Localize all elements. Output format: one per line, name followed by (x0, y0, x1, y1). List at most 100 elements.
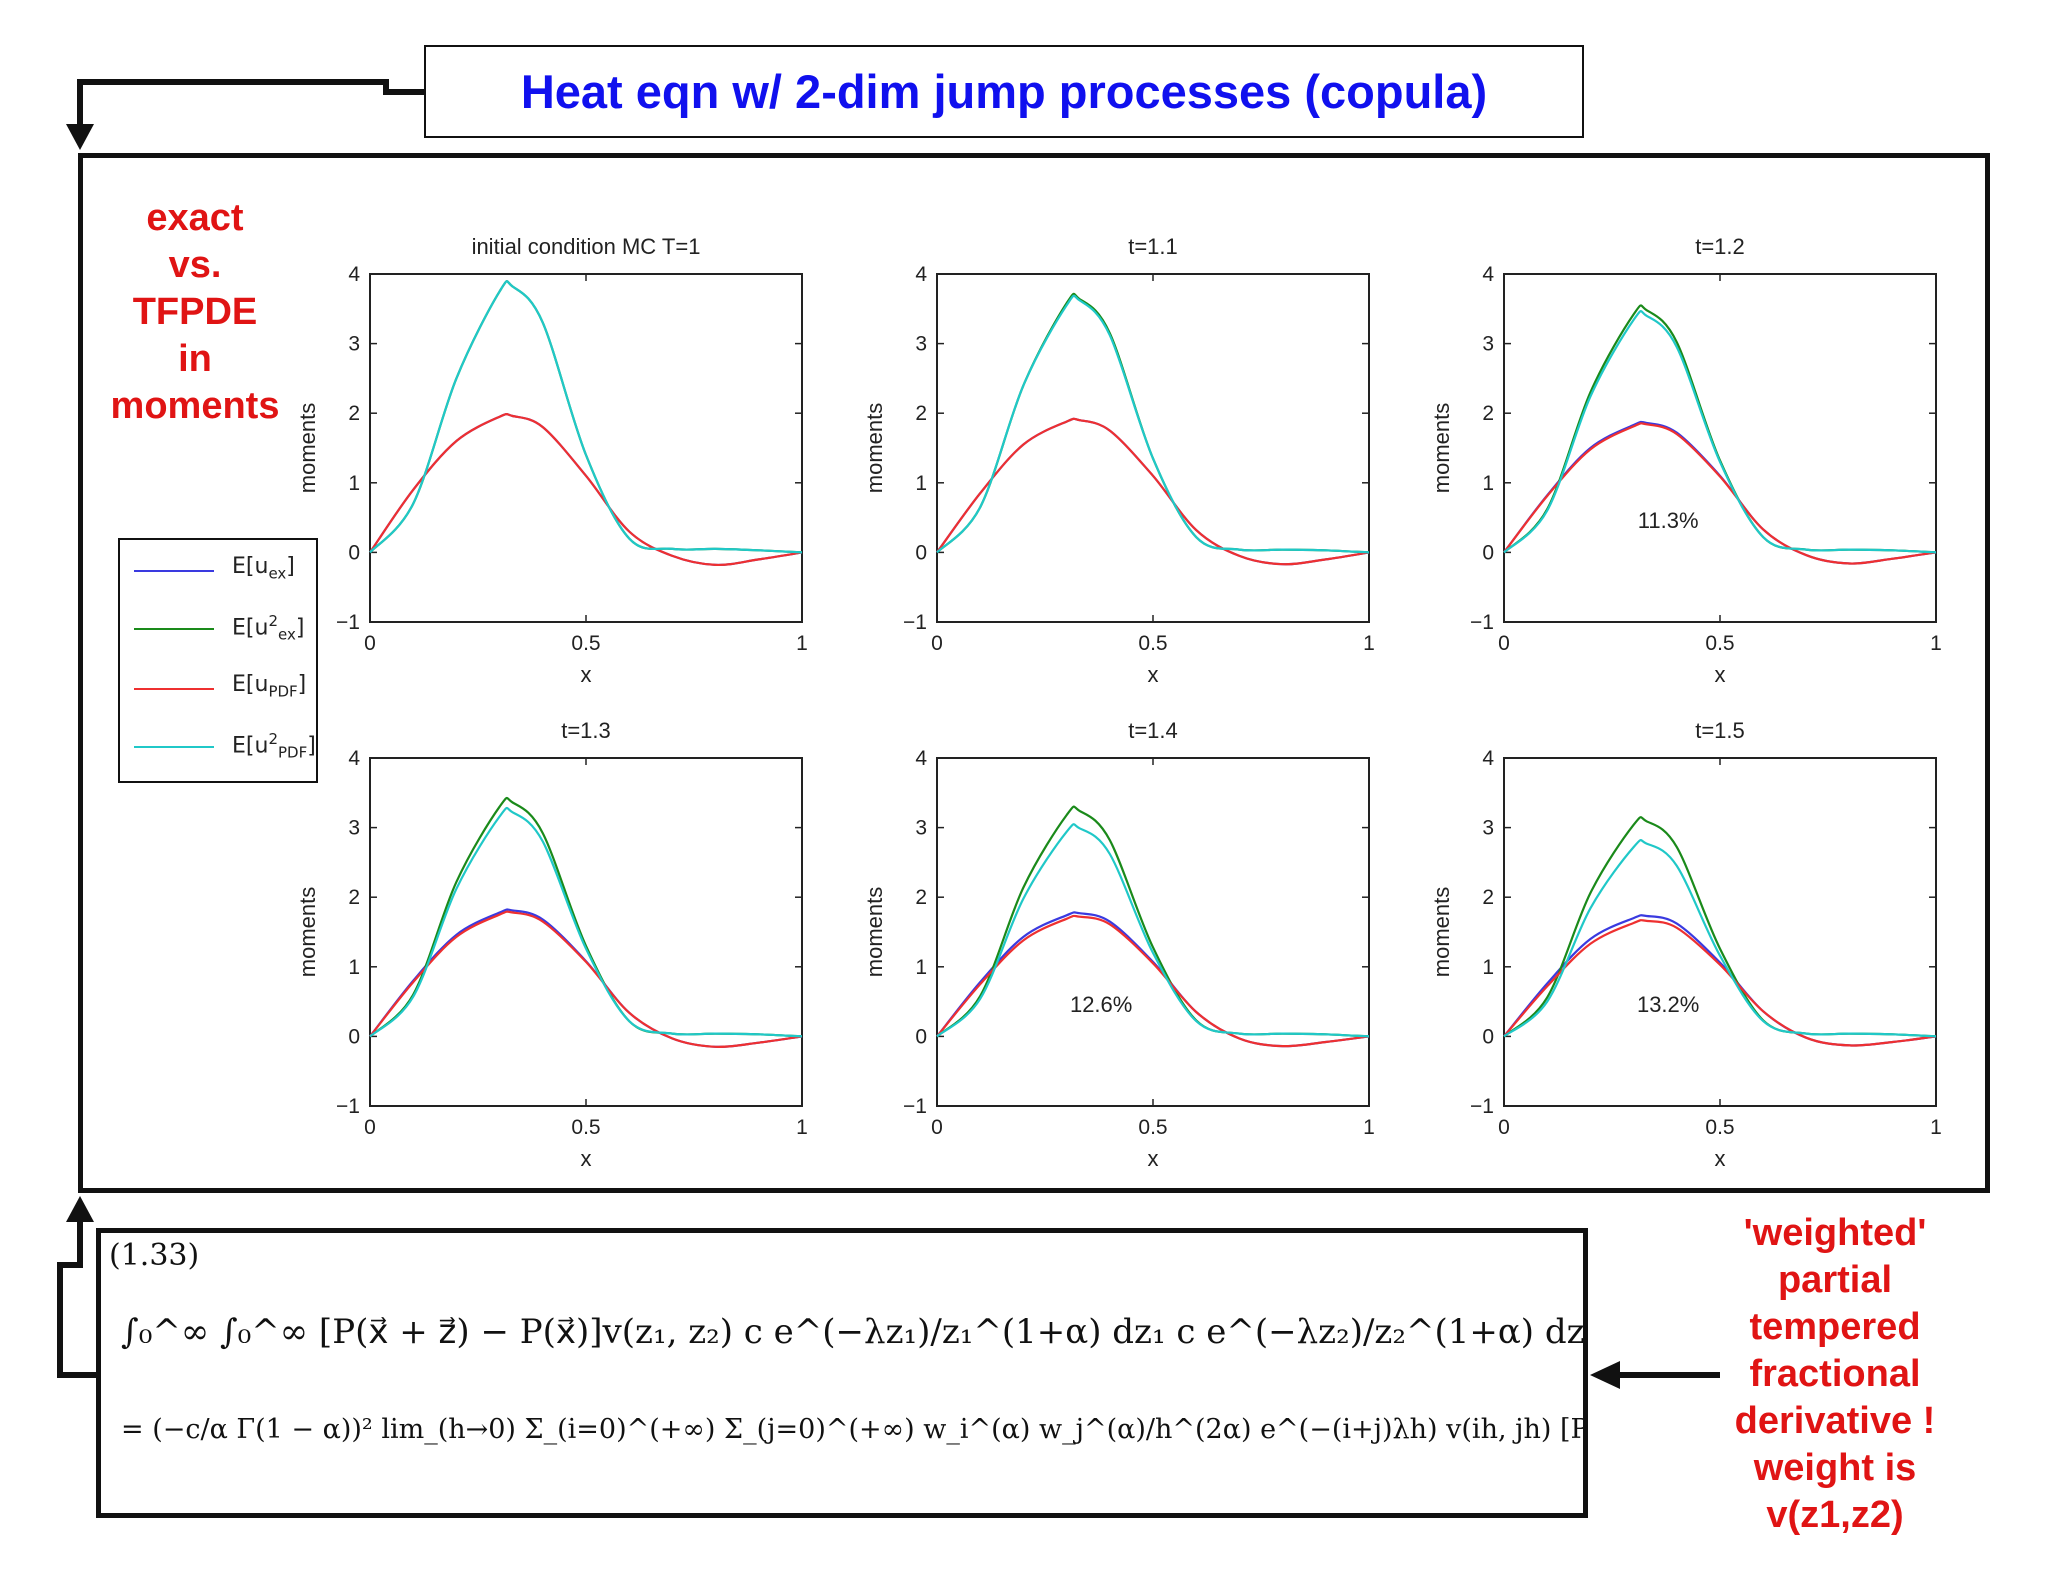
x-tick-label: 0 (364, 632, 376, 655)
y-axis-label: moments (1429, 887, 1454, 977)
x-axis-label: x (1715, 1146, 1726, 1171)
x-tick-label: 0.5 (571, 632, 600, 655)
x-tick-label: 0 (931, 632, 943, 655)
page-title: Heat eqn w/ 2-dim jump processes (copula… (520, 65, 1488, 118)
x-axis-label: x (1715, 662, 1726, 687)
legend-sub: ex (277, 625, 296, 644)
chart-title: t=1.5 (1695, 718, 1745, 743)
y-axis-label: moments (295, 403, 320, 493)
x-tick-label: 1 (1363, 632, 1375, 655)
series-line (369, 910, 803, 1048)
series-line (936, 914, 1370, 1048)
chart-title: t=1.4 (1128, 718, 1178, 743)
y-tick-label: 4 (1482, 747, 1494, 770)
x-axis-label: x (581, 1146, 592, 1171)
x-tick-label: 1 (1930, 632, 1942, 655)
legend-close: ] (286, 554, 295, 579)
x-tick-label: 0 (364, 1116, 376, 1139)
y-tick-label: 0 (1482, 1025, 1494, 1048)
plot-area (369, 757, 803, 1107)
left-note-line: exact (146, 197, 244, 239)
plot-area (369, 273, 803, 623)
y-tick-label: 3 (915, 817, 927, 840)
legend-entry: E[uPDF] (132, 668, 312, 704)
y-tick-label: 2 (1482, 886, 1494, 909)
x-tick-label: 0 (1498, 632, 1510, 655)
series-line (1503, 919, 1937, 1047)
y-tick-label: 2 (1482, 402, 1494, 425)
y-axis-label: moments (862, 887, 887, 977)
right-note-line: derivative ! (1734, 1400, 1936, 1442)
y-axis-label: moments (862, 403, 887, 493)
y-tick-label: 2 (348, 402, 360, 425)
charts-frame (78, 153, 1990, 1193)
legend-close: ] (297, 672, 307, 697)
plot-area (1503, 757, 1937, 1107)
legend-base: E[u (232, 554, 269, 579)
legend-base: E[u (232, 615, 269, 641)
legend-swatch (134, 688, 214, 690)
series-line (936, 823, 1370, 1038)
y-tick-label: 1 (348, 472, 360, 495)
right-note-line: tempered (1749, 1306, 1921, 1348)
series-line (936, 294, 1370, 554)
x-tick-label: 1 (796, 632, 808, 655)
y-tick-label: 0 (915, 541, 927, 564)
x-axis-label: x (1148, 1146, 1159, 1171)
series-line (936, 417, 1370, 566)
x-tick-label: 0 (1498, 1116, 1510, 1139)
y-tick-label: 2 (915, 402, 927, 425)
title-box: Heat eqn w/ 2-dim jump processes (copula… (424, 45, 1584, 138)
y-tick-label: 0 (348, 1025, 360, 1048)
formula: (1.33) ∫₀^∞ ∫₀^∞ [P(x⃗ + z⃗) − P(x⃗)]v(z… (109, 1238, 1583, 1445)
y-tick-label: 3 (1482, 817, 1494, 840)
y-tick-label: 3 (348, 333, 360, 356)
legend-swatch (134, 746, 214, 748)
legend: E[uex] E[u2ex] E[uPDF] E[u2PDF] (118, 538, 318, 783)
y-tick-label: −1 (903, 1095, 927, 1118)
legend-swatch (134, 628, 214, 630)
y-tick-label: 4 (1482, 263, 1494, 286)
right-note-line: weight is (1753, 1447, 1917, 1489)
series-line (369, 280, 803, 554)
y-tick-label: 1 (915, 472, 927, 495)
x-tick-label: 0.5 (571, 1116, 600, 1139)
x-tick-label: 0.5 (1705, 1116, 1734, 1139)
y-axis-label: moments (295, 887, 320, 977)
y-tick-label: 3 (1482, 333, 1494, 356)
series-line (369, 413, 803, 567)
y-tick-label: 4 (348, 263, 360, 286)
formula-line-2: = (−c/α Γ(1 − α))² lim_(h→0) Σ_(i=0)^(+∞… (121, 1414, 1583, 1445)
left-note-line: TFPDE (132, 291, 258, 333)
left-note-line: vs. (168, 244, 222, 286)
x-tick-label: 0.5 (1138, 1116, 1167, 1139)
y-tick-label: 1 (1482, 956, 1494, 979)
legend-swatch (134, 570, 214, 572)
formula-box: (1.33) ∫₀^∞ ∫₀^∞ [P(x⃗ + z⃗) − P(x⃗)]v(z… (96, 1228, 1588, 1518)
legend-base: E[u (232, 733, 269, 759)
series-line (369, 806, 803, 1038)
legend-sub: PDF (277, 743, 308, 762)
legend-sup: 2 (268, 730, 278, 748)
y-tick-label: 2 (348, 886, 360, 909)
series-line (1503, 422, 1937, 565)
legend-sub: PDF (268, 682, 298, 701)
right-annotation: 'weighted' partial tempered fractional d… (1695, 1210, 1975, 1539)
y-tick-label: 1 (1482, 472, 1494, 495)
y-tick-label: −1 (336, 611, 360, 634)
legend-close: ] (295, 615, 305, 641)
y-tick-label: −1 (903, 611, 927, 634)
x-tick-label: 1 (796, 1116, 808, 1139)
x-tick-label: 1 (1363, 1116, 1375, 1139)
right-note-line: v(z1,z2) (1766, 1494, 1904, 1536)
chart-title: t=1.3 (561, 718, 611, 743)
formula-line-1: ∫₀^∞ ∫₀^∞ [P(x⃗ + z⃗) − P(x⃗)]v(z₁, z₂) … (121, 1312, 1583, 1352)
legend-entry: E[u2PDF] (132, 726, 316, 762)
y-tick-label: 4 (915, 747, 927, 770)
x-axis-label: x (581, 662, 592, 687)
y-axis-label: moments (1429, 403, 1454, 493)
right-note-line: 'weighted' (1743, 1212, 1927, 1254)
